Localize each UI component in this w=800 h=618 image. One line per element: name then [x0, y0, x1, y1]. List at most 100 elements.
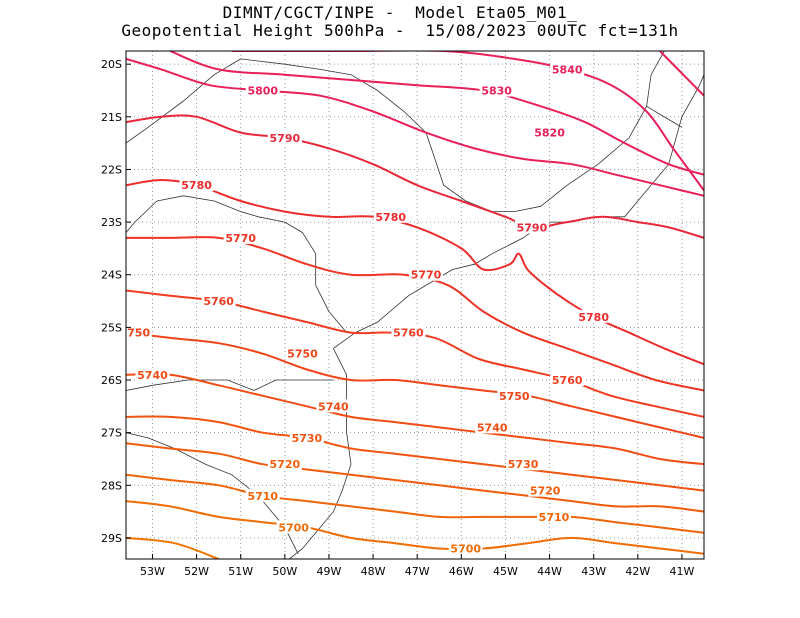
- y-tick-label: 29S: [101, 532, 122, 545]
- contour-label-5760: 5760: [203, 295, 234, 308]
- contour-label-5800: 5800: [247, 84, 278, 97]
- boundary-border-MG-RJ-ES: [540, 51, 665, 207]
- x-tick-label: 53W: [140, 565, 165, 578]
- y-tick-label: 23S: [101, 216, 122, 229]
- y-tick-label: 28S: [101, 479, 122, 492]
- contour-line-5710: [126, 473, 704, 534]
- y-tick-label: 24S: [101, 269, 122, 282]
- contour-line-5700: [126, 500, 704, 555]
- contour-label-5730: 5730: [508, 458, 539, 471]
- contour-label-bg: [276, 520, 311, 534]
- contour-label-5750: 5750: [287, 348, 318, 361]
- boundary-border-MS-PR: [126, 200, 158, 233]
- x-tick-label: 48W: [361, 565, 386, 578]
- contour-label-5720: 5720: [530, 485, 561, 498]
- contour-line-5790: [126, 114, 704, 239]
- contour-label-5740: 5740: [318, 400, 349, 413]
- contour-line-5750: [126, 331, 704, 439]
- contour-label-5740: 5740: [137, 369, 168, 382]
- contour-label-5770: 5770: [411, 269, 442, 282]
- x-tick-label: 43W: [581, 565, 606, 578]
- contour-label-bg: [289, 430, 324, 444]
- boundary-border-RJ-ES: [646, 105, 683, 128]
- y-tick-label: 27S: [101, 427, 122, 440]
- plot-frame: [125, 50, 705, 560]
- contour-label-5730: 5730: [292, 432, 323, 445]
- contour-label-bg: [550, 62, 585, 76]
- contour-label-5740: 5740: [477, 421, 508, 434]
- contour-line-5730: [126, 415, 704, 492]
- y-tick-label: 26S: [101, 374, 122, 387]
- contour-line-5760: [126, 289, 704, 418]
- contour-label-bg: [223, 230, 258, 244]
- contour-line-5800: [126, 57, 704, 197]
- y-tick-label: 22S: [101, 163, 122, 176]
- contour-label-5760: 5760: [552, 374, 583, 387]
- contour-label-bg: [201, 294, 236, 308]
- contour-label-bg: [448, 541, 483, 555]
- contour-label-5750: 5750: [499, 390, 530, 403]
- contour-label-bg: [245, 488, 280, 502]
- contour-label-layer: 5840 5830 5820 5800 5790 5790 5780 5780 5780 5770…: [120, 62, 611, 555]
- contour-label-bg: [506, 457, 541, 471]
- contour-label-bg: [479, 83, 514, 97]
- contour-label-bg: [550, 373, 585, 387]
- x-tick-label: 46W: [449, 565, 474, 578]
- contour-label-bg: [514, 220, 549, 234]
- contour-label-bg: [135, 367, 170, 381]
- contour-line-5740: [126, 373, 704, 466]
- contour-label-bg: [316, 399, 351, 413]
- contour-layer: [126, 51, 704, 559]
- contour-label-5790: 5790: [270, 132, 301, 145]
- boundary-border-PR-SC: [126, 379, 334, 391]
- plot-title: DIMNT/CGCT/INPE - Model Eta05_M01_ Geopo…: [0, 4, 800, 40]
- contour-label-bg: [528, 483, 563, 497]
- contour-line-5720: [126, 442, 704, 513]
- contour-label-bg: [532, 125, 567, 139]
- x-tick-label: 41W: [670, 565, 695, 578]
- contour-label-bg: [179, 178, 214, 192]
- x-tick-label: 51W: [228, 565, 253, 578]
- contour-label-bg: [285, 346, 320, 360]
- contour-label-5710: 5710: [539, 511, 570, 524]
- contour-label-bg: [267, 457, 302, 471]
- contour-label-bg: [373, 209, 408, 223]
- contour-line-5820: [659, 51, 704, 97]
- contour-label-5790: 5790: [517, 221, 548, 234]
- contour-label-5700: 5700: [278, 521, 309, 534]
- contour-label-bg: [245, 83, 280, 97]
- contour-label-5700: 5700: [450, 542, 481, 555]
- x-tick-label: 50W: [272, 565, 297, 578]
- contour-label-5780: 5780: [578, 311, 609, 324]
- contour-label-bg: [126, 325, 152, 339]
- contour-label-bg: [409, 267, 444, 281]
- x-tick-label: 52W: [184, 565, 209, 578]
- x-tick-label: 45W: [493, 565, 518, 578]
- contour-label-5780: 5780: [375, 211, 406, 224]
- y-tick-label: 21S: [101, 111, 122, 124]
- y-tick-label: 25S: [101, 321, 122, 334]
- contour-label-5750: 5750: [120, 327, 151, 340]
- x-tick-label: 42W: [625, 565, 650, 578]
- contour-label-bg: [576, 309, 611, 323]
- contour-label-5760: 5760: [393, 327, 424, 340]
- x-tick-label: 44W: [537, 565, 562, 578]
- boundary-border-MS-SP: [126, 58, 241, 144]
- x-tick-label: 49W: [317, 565, 342, 578]
- contour-label-bg: [475, 420, 510, 434]
- contour-label-bg: [497, 388, 532, 402]
- boundary-border-PR-SP: [156, 195, 347, 333]
- contour-label-bg: [536, 509, 571, 523]
- y-tick-label: 20S: [101, 58, 122, 71]
- contour-label-5830: 5830: [481, 84, 512, 97]
- contour-label-5840: 5840: [552, 63, 583, 76]
- contour-label-5720: 5720: [270, 458, 301, 471]
- contour-line-5830: [169, 51, 704, 176]
- axis-tick-layer: 53W 52W 51W 50W 49W 48W 47W 46W 45W 44W 43W 42W 41W 2…: [101, 58, 694, 578]
- contour-label-5770: 5770: [225, 232, 256, 245]
- contour-label-5820: 5820: [534, 127, 565, 140]
- contour-label-bg: [391, 325, 426, 339]
- boundary-coastline-south: [289, 348, 352, 559]
- contour-label-5710: 5710: [247, 490, 278, 503]
